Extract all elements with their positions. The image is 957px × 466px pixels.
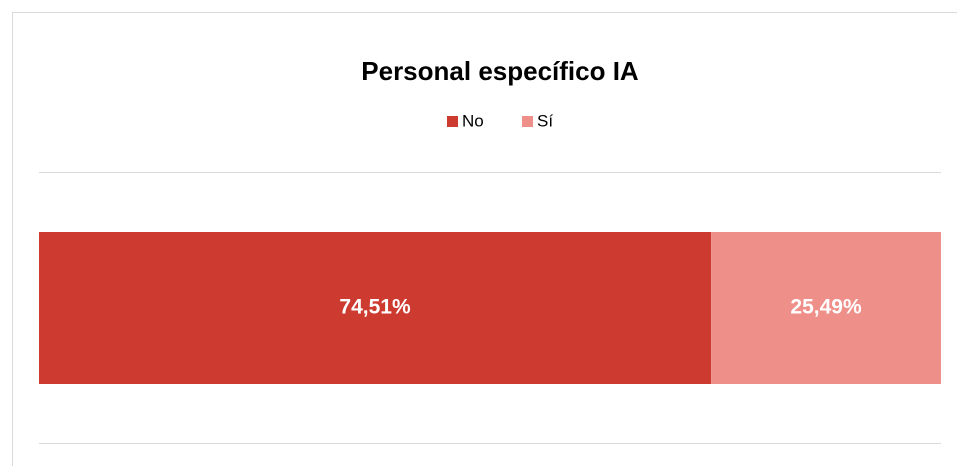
data-label: 74,51% — [339, 296, 411, 319]
legend-swatch — [447, 116, 458, 127]
chart-title: Personal específico IA — [361, 56, 639, 86]
legend-label: No — [462, 111, 484, 130]
legend-swatch — [522, 116, 533, 127]
bar-segment — [711, 232, 941, 384]
data-label: 25,49% — [790, 296, 862, 319]
bar-segment — [39, 232, 712, 384]
legend-label: Sí — [537, 111, 553, 130]
